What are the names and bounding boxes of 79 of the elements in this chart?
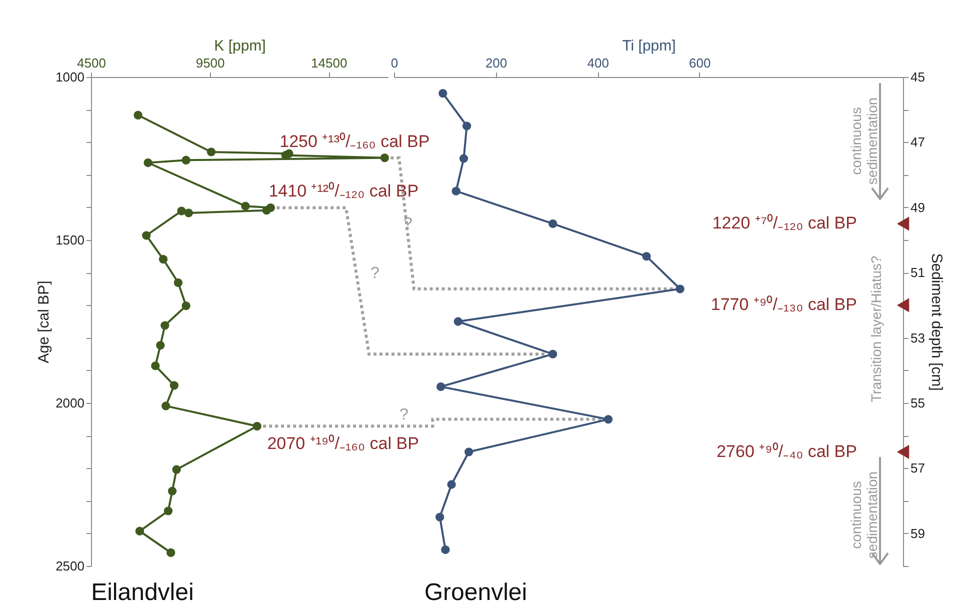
point (464, 448, 474, 456)
point (174, 278, 183, 288)
point (896, 298, 910, 312)
y-tick-label: 49 (910, 200, 925, 215)
y-tick-label: 51 (910, 265, 925, 280)
point (164, 506, 173, 516)
point (162, 402, 170, 410)
point (262, 206, 271, 215)
point (166, 548, 176, 557)
point (896, 216, 910, 231)
annotation: 1220 ⁺⁷⁰/₋₁₂₀ cal BP (712, 214, 857, 233)
point (142, 231, 151, 240)
x-tick-label: 14500 (311, 56, 348, 70)
point (182, 302, 190, 310)
annotation: 1410 ⁺¹²⁰/₋₁₂₀ cal BP (268, 182, 419, 201)
point (435, 512, 444, 522)
y-tick-label: 2000 (56, 396, 84, 410)
point (676, 284, 684, 294)
text: Groenvlei (424, 579, 528, 606)
y-tick-label: 57 (910, 460, 925, 476)
point (144, 158, 152, 168)
point (170, 381, 178, 390)
point (438, 88, 448, 98)
annotation: continuous sedimentation (848, 471, 880, 559)
x-tick-label: 9500 (196, 56, 225, 70)
x-tick-label: 200 (485, 56, 508, 70)
point (182, 156, 190, 164)
annotation: Transition layer/Hiatus? (868, 256, 884, 402)
y-tick-label: 47 (910, 134, 925, 150)
point (452, 186, 460, 196)
y-axis-title: Sediment depth [cm] (928, 253, 945, 391)
annotation: 1770 ⁺⁹⁰/₋₁₃₀ cal BP (710, 295, 857, 314)
y-tick-label: 1000 (56, 70, 84, 84)
y-tick-label: 53 (910, 330, 925, 346)
point (436, 382, 446, 392)
point (604, 414, 613, 424)
annotation: 1250 ⁺¹³⁰/₋₁₆₀ cal BP (280, 132, 430, 151)
annotation: ? (404, 215, 413, 232)
x-axis-title: K [ppm] (214, 38, 266, 54)
point (642, 252, 651, 261)
x-tick-label: 0 (390, 56, 398, 70)
point (160, 321, 170, 330)
x-tick-label: 600 (689, 56, 711, 70)
x-tick-label: 400 (587, 56, 609, 70)
point (156, 340, 165, 350)
point (168, 486, 177, 496)
point (172, 465, 181, 474)
annotation: ? (370, 264, 380, 282)
x-tick-label: 4500 (77, 56, 106, 70)
point (447, 480, 456, 489)
point (896, 444, 910, 459)
point (462, 122, 472, 130)
annotation: 2070 ⁺¹⁹⁰/₋₁₆₀ cal BP (267, 434, 419, 454)
y-axis-title: Age [cal BP] (36, 280, 53, 364)
text: Eilandvlei (91, 579, 194, 606)
y-tick-label: 2500 (56, 558, 84, 574)
annotation: 2760 ⁺⁹⁰/₋₄₀ cal BP (716, 442, 857, 461)
point (548, 350, 558, 358)
point (454, 317, 462, 326)
point (241, 202, 250, 210)
y-tick-label: 1500 (56, 232, 84, 248)
y-tick-label: 55 (910, 396, 925, 410)
annotation: ? (400, 406, 409, 424)
point (252, 422, 262, 430)
point (135, 526, 144, 536)
point (441, 545, 450, 554)
point (134, 110, 142, 120)
point (158, 254, 168, 264)
annotation: continuous sedimentation (848, 97, 880, 185)
point (380, 154, 390, 162)
point (177, 206, 186, 216)
point (459, 154, 468, 163)
point (206, 148, 216, 156)
y-tick-label: 45 (910, 70, 925, 84)
point (151, 362, 160, 370)
point (548, 219, 558, 228)
x-axis-title: Ti [ppm] (622, 38, 676, 54)
point (184, 208, 193, 218)
y-tick-label: 59 (910, 526, 925, 541)
